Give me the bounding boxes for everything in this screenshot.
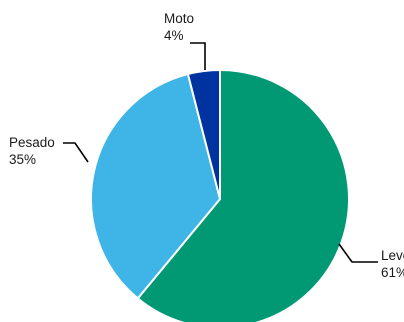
slice-label-leve: Leve	[381, 248, 404, 263]
slice-label-pesado: Pesado	[9, 135, 55, 150]
pie-slice-leve	[136, 68, 350, 322]
data-labels: Leve 61% Pesado 35% Moto 4%	[9, 11, 404, 280]
pie-slice-pesado	[90, 72, 222, 300]
leader-line-pesado	[63, 142, 89, 163]
slice-percent-pesado: 35%	[9, 152, 36, 167]
leader-line-moto	[190, 42, 206, 70]
leader-lines	[63, 42, 378, 263]
slice-percent-leve: 61%	[381, 265, 404, 280]
leader-line-leve	[338, 243, 378, 263]
pie-slices	[90, 68, 350, 322]
pie-slice-moto	[186, 68, 221, 200]
slice-percent-moto: 4%	[164, 28, 184, 43]
slice-label-moto: Moto	[164, 11, 194, 26]
